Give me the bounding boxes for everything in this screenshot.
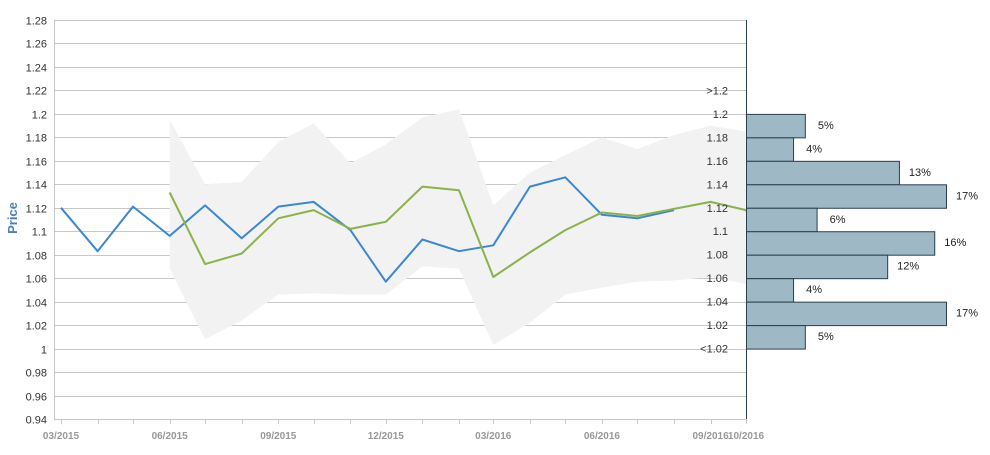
distribution-bar: [746, 184, 947, 209]
y-tick-label: 1.04: [26, 298, 47, 310]
y-tick-label: 1.24: [26, 63, 47, 75]
y-tick-label: 0.98: [26, 368, 47, 380]
y-axis-title: Price: [5, 202, 20, 234]
distribution-percent-label: 4%: [806, 143, 822, 155]
distribution-bar: [746, 325, 806, 350]
x-tick-label: 03/2016: [475, 431, 512, 442]
distribution-category-label: 1.18: [707, 132, 728, 144]
distribution-bar: [746, 160, 900, 186]
y-tick-label: 1.02: [26, 321, 47, 333]
distribution-bar: [746, 254, 889, 280]
y-tick-label: 1.16: [26, 157, 47, 169]
x-tick-label: 09/2015: [260, 431, 297, 442]
distribution-category-label: 1.02: [707, 320, 728, 332]
y-tick-label: 0.96: [26, 392, 47, 404]
x-tick-label: 03/2015: [43, 431, 80, 442]
distribution-bar: [746, 278, 795, 303]
distribution-category-label: >1.2: [706, 85, 728, 97]
y-tick-label: 1.18: [26, 133, 47, 145]
y-tick-label: 1: [41, 345, 47, 357]
distribution-bar: [746, 231, 936, 256]
y-tick-label: 1.28: [26, 16, 47, 28]
distribution-percent-label: 17%: [956, 308, 978, 320]
distribution-percent-label: 6%: [830, 214, 846, 226]
distribution-percent-label: 17%: [956, 190, 978, 202]
distribution-percent-label: 16%: [944, 237, 966, 249]
distribution-category-label: 1.12: [707, 203, 728, 215]
distribution-category-label: 1.2: [713, 109, 728, 121]
distribution-category-label: <1.02: [700, 344, 728, 356]
y-tick-label: 1.06: [26, 274, 47, 286]
series-layer: [60, 176, 760, 283]
distribution-bar: [746, 301, 947, 327]
y-tick-label: 1.26: [26, 39, 47, 51]
x-tick-label: 06/2015: [152, 431, 189, 442]
x-tick-label: 09/2016: [692, 431, 729, 442]
distribution-category-label: 1.06: [707, 273, 728, 285]
x-tick-label: 10/2016: [728, 431, 765, 442]
y-tick-label: 1.12: [26, 204, 47, 216]
distribution-bar: [746, 207, 818, 233]
y-tick-label: 1.22: [26, 86, 47, 98]
range-band-layer: [169, 109, 746, 346]
x-tick-label: 06/2016: [584, 431, 621, 442]
distribution-percent-label: 13%: [909, 167, 931, 179]
range-band: [169, 109, 746, 346]
series-line-2: [168, 185, 760, 278]
y-tick-label: 1.2: [32, 110, 47, 122]
distribution-layer: 5% 4% 13% 17% 6% 16% 12% 4% 17% 5% >1.2 1.2 1.18 1.16…: [700, 85, 978, 355]
series-line-1: [60, 176, 675, 283]
distribution-percent-label: 12%: [897, 261, 919, 273]
axes-layer: Price 1.28 1.26 1.24 1.22 1.2 1.18 1.16 1.14 1.1…: [5, 16, 765, 443]
x-tick-label: 12/2015: [368, 431, 405, 442]
distribution-percent-label: 5%: [818, 331, 834, 343]
y-tick-label: 1.1: [32, 227, 47, 239]
distribution-category-label: 1.04: [707, 297, 728, 309]
distribution-bar: [746, 137, 795, 162]
distribution-category-label: 1.16: [707, 156, 728, 168]
distribution-category-label: 1.08: [707, 250, 728, 262]
distribution-percent-label: 5%: [818, 120, 834, 132]
distribution-bar: [746, 113, 806, 139]
distribution-category-label: 1.1: [713, 226, 728, 238]
distribution-percent-label: 4%: [806, 284, 822, 296]
distribution-category-label: 1.14: [707, 179, 728, 191]
y-tick-label: 1.08: [26, 251, 47, 263]
y-tick-label: 0.94: [26, 415, 47, 427]
y-tick-label: 1.14: [26, 180, 47, 192]
